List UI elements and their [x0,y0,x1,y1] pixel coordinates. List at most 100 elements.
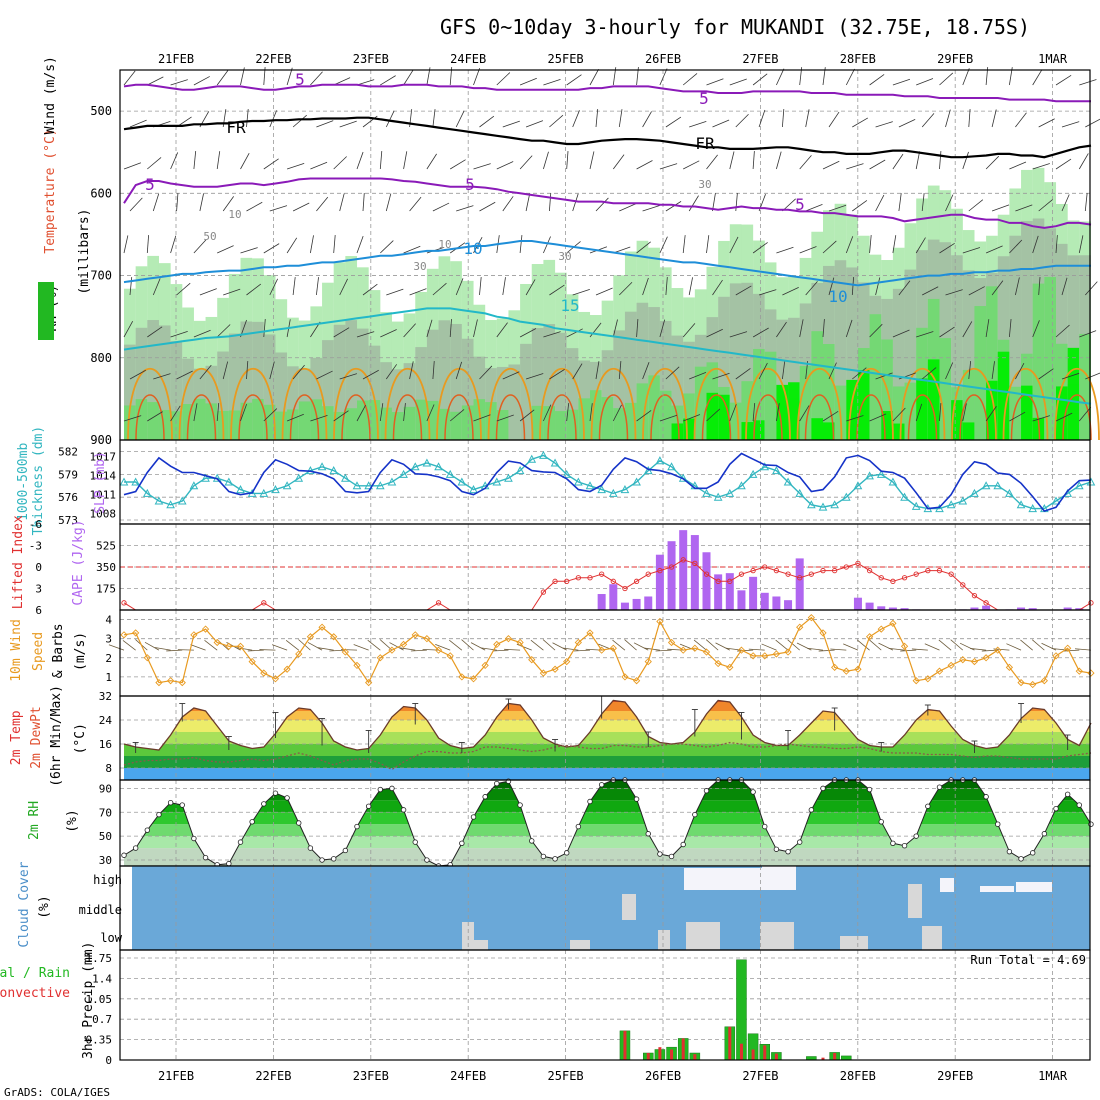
wind-barb [922,286,939,296]
wind-barb [166,649,183,652]
precip-convective-bar [728,1026,732,1060]
thickness-point [911,501,921,510]
wind-barb [409,196,422,212]
wind-barb [856,639,870,651]
wind-barb [1084,193,1088,212]
rh-point [820,785,826,792]
wind-barb [991,361,995,380]
wind-barb [1038,277,1041,296]
rh-shade [287,366,299,440]
temp-axis-label-2: 2m DewPt [29,706,44,769]
wind-speed-point [574,638,582,647]
wind-speed-point [679,646,687,654]
isotherm-20c-contour [436,367,482,441]
date-label-top: 21FEB [158,52,194,66]
wind-barb [333,77,351,86]
rh-shade [310,399,323,440]
contour-label: 15 [560,296,579,315]
rh-point [878,819,884,825]
wind-barb [782,109,785,128]
wind-barb [269,361,275,380]
cape-bar [1075,608,1084,610]
temp-band [124,700,1090,702]
rh-shade [741,282,754,440]
wind-barb [619,281,633,296]
lifted-index-point [936,567,943,574]
wind-barb [688,277,693,296]
wind-barb [822,240,837,254]
thickness-point [236,485,245,494]
lifted-index-point [633,578,640,584]
lifted-index-point [680,557,686,563]
cape-tick-label: 350 [96,561,116,574]
rh-shade [357,400,369,440]
wind-barb [776,246,794,254]
cape-bar [853,597,862,610]
wind-speed-point [388,646,396,654]
wind-barb [572,363,583,380]
wind-barb [659,236,668,254]
wind-barb [869,235,872,254]
contour-label: 10 [828,287,847,306]
date-label-top: 26FEB [645,52,681,66]
lifted-index-point [913,571,919,577]
wind-barb [356,235,364,254]
rh-point [412,839,418,845]
thickness-point [1005,488,1014,497]
isotherm-20c-contour [693,367,740,441]
cloud-cover-block [940,878,954,892]
wind-speed-point [831,663,839,671]
wind-barb [869,323,883,338]
wind-speed-point [807,614,815,622]
rh2m-axis-label: 2m RH [27,801,42,840]
wind-barb [828,277,835,296]
wind-speed-point [539,669,548,677]
temp-band [124,711,1090,720]
wind-barb [193,329,211,338]
rh-shade [986,380,998,440]
rh-point [564,850,570,856]
wind-barb [1061,372,1080,380]
cloud-unit-label: (%) [37,895,52,918]
wind-speed-point [248,657,256,666]
rh-point [342,847,349,854]
wind-barb [706,408,721,422]
wind-barb [776,321,787,338]
wind-barb [636,160,653,170]
rh-shade [624,311,637,440]
rh-point [866,786,873,793]
thickness-point [142,488,152,497]
rh-shade [776,384,789,440]
precip-total-bar [841,1055,852,1061]
lifted-index-point [832,567,838,574]
rh-shade [753,420,765,440]
isotherm-25c-contour [289,394,320,441]
wind-barb [549,369,565,380]
rh-point [913,833,919,839]
wind-speed-point [935,667,944,675]
wind-barb [642,205,660,212]
wind-barb [1032,69,1043,86]
precip-convective-bar [658,1047,662,1060]
date-label-bottom: 23FEB [353,1069,389,1083]
rh2m-axis-label-part: 2m RH [27,801,42,840]
rh-shade [671,423,684,440]
wind-speed-point [586,629,594,637]
wind-barb [1015,112,1027,128]
wind-barb [549,114,564,128]
wind-barb [924,643,940,651]
thickness-point [713,492,723,501]
cloud-row-label: low [100,931,122,945]
rh-point [319,857,325,863]
rh-shade [275,352,288,440]
isotherm-25c-contour [495,394,526,441]
wind-barb [426,319,433,338]
thickness-point [725,488,735,497]
rh-shade [613,330,625,440]
isotherm-20c-contour [333,367,379,441]
wind-barb [339,193,345,212]
rh-shade [263,334,276,440]
rh-shade [811,418,824,440]
temp-band [124,756,1090,768]
rh-shade [718,296,730,440]
